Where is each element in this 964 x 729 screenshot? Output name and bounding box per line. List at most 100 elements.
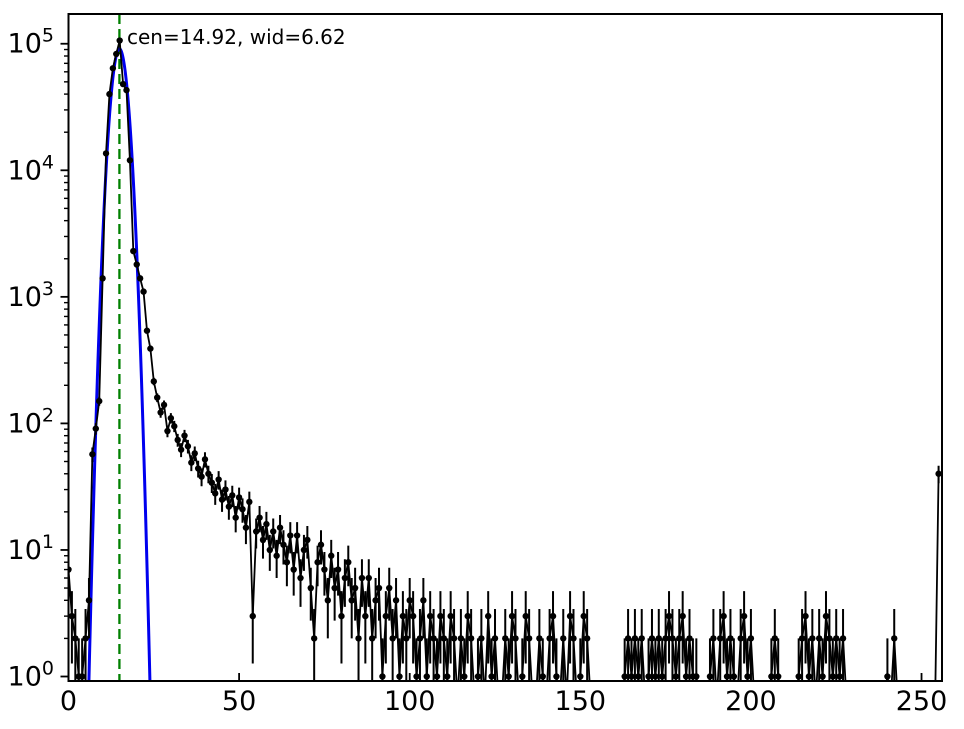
data-point-marker [669, 635, 676, 642]
data-point-marker [201, 456, 209, 463]
data-series [68, 37, 942, 681]
data-point-marker [157, 409, 164, 416]
data-point-marker [833, 635, 840, 642]
data-point-marker [297, 574, 304, 582]
data-point-marker [235, 494, 243, 501]
y-tick-label: 105 [8, 25, 54, 60]
data-point-marker [720, 612, 727, 620]
data-point-marker [119, 80, 127, 88]
data-point-marker [123, 86, 130, 94]
data-point-marker [474, 673, 482, 680]
data-point-marker [126, 157, 134, 164]
data-point-marker [225, 503, 233, 510]
data-point-marker [113, 50, 120, 58]
data-point-marker [307, 584, 314, 592]
data-point-marker [99, 275, 106, 282]
data-point-marker [406, 597, 413, 604]
data-point-marker [218, 496, 226, 503]
data-point-marker [484, 612, 492, 620]
data-point-marker [423, 673, 430, 680]
x-axis-ticks [67, 673, 923, 681]
data-point-marker [249, 612, 256, 620]
data-point-marker [740, 612, 748, 620]
data-point-marker [164, 427, 171, 435]
error-bars [68, 40, 940, 681]
data-point-marker [560, 635, 567, 642]
data-point-marker [372, 597, 379, 604]
y-tick-label: 101 [8, 531, 54, 566]
data-point-marker [478, 635, 485, 642]
data-point-marker [290, 566, 297, 573]
data-point-marker [140, 288, 147, 295]
data-point-marker [293, 532, 301, 539]
data-point-marker [665, 612, 673, 620]
data-point-marker [519, 673, 526, 680]
data-point-marker [638, 635, 645, 642]
data-point-marker [815, 635, 823, 642]
data-point-marker [444, 673, 451, 680]
data-point-marker [266, 546, 274, 554]
data-point-marker [430, 635, 437, 642]
data-point-marker [461, 673, 468, 680]
data-point-marker [283, 559, 291, 566]
data-point-marker [276, 524, 284, 531]
data-point-marker [324, 597, 332, 604]
data-point-marker [805, 673, 813, 680]
gaussian-fit-curve [87, 47, 152, 681]
data-point-marker [287, 532, 294, 539]
data-point-marker [710, 635, 717, 642]
data-point-marker [392, 597, 400, 604]
data-point-marker [386, 584, 393, 592]
data-point-marker [109, 65, 117, 72]
y-tick-label: 102 [8, 404, 54, 439]
data-point-marker [621, 673, 628, 680]
y-tick-label: 100 [8, 658, 54, 693]
data-point-marker [246, 498, 253, 506]
data-point-marker [409, 612, 417, 620]
data-point-marker [525, 635, 533, 642]
data-point-marker [365, 574, 372, 582]
data-point-marker [270, 528, 277, 535]
data-point-marker [89, 451, 96, 458]
data-point-marker [645, 673, 652, 680]
data-point-marker [256, 514, 263, 521]
data-point-marker [935, 470, 942, 477]
data-point-marker [174, 436, 181, 444]
data-point-marker [78, 673, 86, 680]
data-line [68, 40, 940, 681]
x-tick-label: 250 [896, 686, 948, 717]
data-point-marker [160, 401, 168, 409]
data-point-marker [280, 541, 287, 548]
data-point-marker [389, 635, 396, 642]
data-point-marker [205, 470, 212, 477]
data-point-marker [345, 559, 352, 566]
data-point-marker [795, 673, 802, 680]
data-point-marker [215, 476, 222, 483]
data-point-marker [181, 432, 188, 439]
data-point-marker [96, 397, 103, 405]
data-point-marker [539, 673, 546, 680]
data-point-marker [553, 673, 560, 680]
data-point-marker [382, 612, 390, 620]
data-point-marker [82, 635, 89, 642]
data-point-marker [819, 673, 826, 680]
data-point-marker [631, 635, 639, 642]
x-axis-tick-labels: 0 50 100 150 200 250 [60, 686, 947, 717]
data-point-marker [737, 635, 744, 642]
data-point-marker [440, 635, 448, 642]
x-tick-label: 150 [555, 686, 607, 717]
data-point-marker [130, 247, 137, 255]
data-point-marker [836, 673, 843, 680]
data-point-marker [802, 612, 809, 620]
data-point-marker [884, 673, 891, 680]
data-point-marker [450, 635, 458, 642]
data-point-marker [198, 473, 205, 480]
plot-area [68, 14, 942, 681]
data-point-marker [798, 635, 806, 642]
data-point-marker [351, 584, 359, 592]
data-point-marker [252, 528, 260, 535]
data-point-marker [171, 423, 178, 430]
data-point-marker [263, 520, 270, 528]
